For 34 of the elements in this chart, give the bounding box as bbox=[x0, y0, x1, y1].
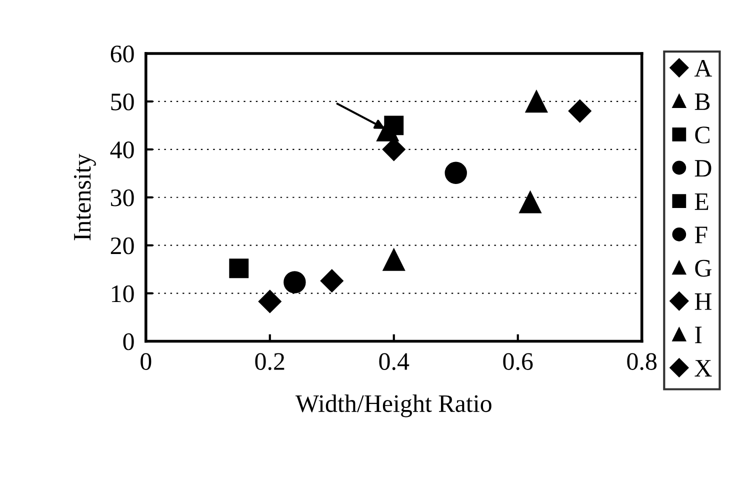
y-tick-label: 20 bbox=[110, 237, 134, 254]
legend-label: H bbox=[694, 293, 712, 310]
point bbox=[382, 248, 405, 271]
point bbox=[568, 100, 592, 123]
y-tick-label: 10 bbox=[112, 285, 134, 302]
y-tick-label: 40 bbox=[110, 141, 134, 158]
legend-label: X bbox=[694, 360, 712, 376]
x-tick-label: 0 bbox=[140, 353, 152, 370]
point bbox=[444, 162, 467, 184]
x-axis-title: Width/Height Ratio bbox=[295, 394, 492, 418]
x-tick-label: 0.2 bbox=[255, 353, 284, 370]
y-axis-title: Intensity bbox=[74, 154, 96, 240]
y-tick-label: 60 bbox=[110, 46, 134, 62]
point bbox=[320, 269, 344, 292]
y-tick-label: 30 bbox=[110, 189, 134, 206]
legend-label: A bbox=[694, 60, 712, 77]
legend-label: B bbox=[694, 93, 710, 110]
legend-label: C bbox=[695, 126, 710, 144]
x-tick-label: 0.6 bbox=[503, 353, 533, 370]
point bbox=[519, 191, 542, 214]
legend-label: I bbox=[695, 326, 702, 344]
y-tick-label: 50 bbox=[111, 94, 134, 110]
point bbox=[284, 271, 306, 294]
point bbox=[258, 290, 282, 313]
point bbox=[229, 258, 249, 278]
point bbox=[525, 90, 548, 113]
legend-label: F bbox=[694, 226, 708, 244]
x-tick-label: 0.4 bbox=[379, 353, 410, 370]
point bbox=[384, 116, 404, 136]
legend-label: E bbox=[694, 193, 708, 210]
legend-label: D bbox=[694, 160, 712, 177]
x-tick-label: 0.8 bbox=[627, 353, 657, 370]
y-tick-label: 0 bbox=[123, 333, 134, 350]
legend-label: G bbox=[695, 260, 712, 277]
